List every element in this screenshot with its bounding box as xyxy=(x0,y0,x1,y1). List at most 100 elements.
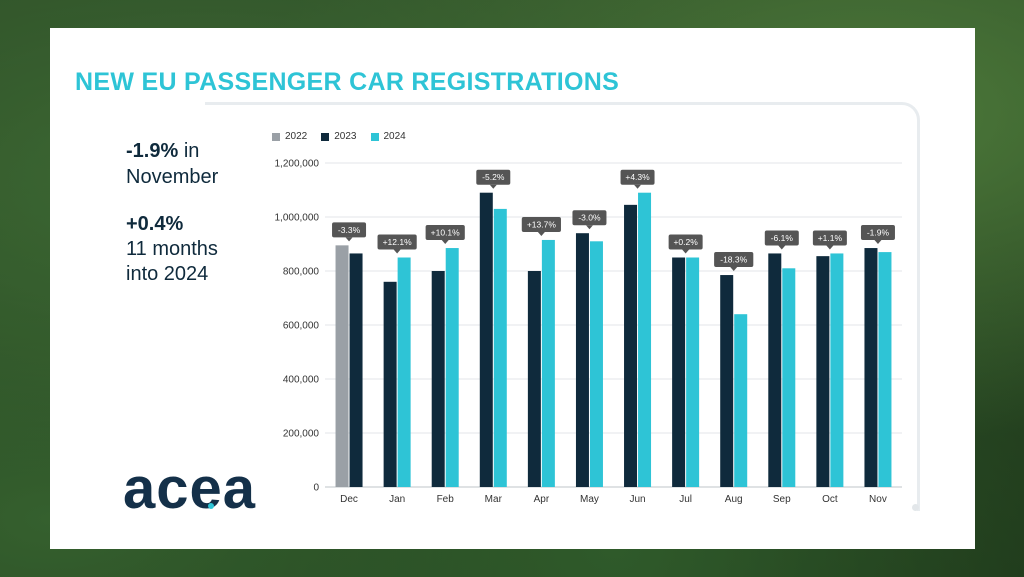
bar-2022-dec xyxy=(335,245,349,487)
monthly-change-stat: -1.9% in November xyxy=(126,138,286,190)
y-tick-label: 800,000 xyxy=(283,267,320,278)
change-label-box xyxy=(620,169,655,185)
legend-item-2024: 2024 xyxy=(370,131,406,142)
x-tick-label: Mar xyxy=(485,494,503,505)
change-label-box xyxy=(668,234,703,250)
bar-2023-oct xyxy=(816,256,830,487)
x-tick-label: May xyxy=(580,494,599,505)
change-label-text: +10.1% xyxy=(431,228,461,238)
change-label-text: +1.1% xyxy=(818,233,843,243)
bar-2023-jan xyxy=(383,281,397,487)
change-label-pointer xyxy=(874,240,882,245)
bar-2024-mar xyxy=(493,208,507,487)
change-label-pointer xyxy=(345,237,353,242)
logo-accent-dot xyxy=(208,503,214,509)
x-tick-label: Apr xyxy=(534,494,550,505)
monthly-change-in: in xyxy=(183,140,200,162)
bar-2023-dec xyxy=(349,253,363,487)
x-tick-label: Jul xyxy=(679,494,692,505)
bar-2023-jun xyxy=(624,204,638,487)
change-label-pointer xyxy=(489,184,497,189)
change-label-pointer xyxy=(826,245,834,250)
change-label-text: -5.2% xyxy=(482,172,505,182)
x-tick-label: Sep xyxy=(773,494,791,505)
bar-2023-sep xyxy=(768,253,782,487)
change-label-text: +0.2% xyxy=(673,237,698,247)
x-tick-label: Feb xyxy=(437,494,455,505)
x-tick-label: Oct xyxy=(822,494,838,505)
x-tick-label: Aug xyxy=(725,494,743,505)
y-tick-label: 1,200,000 xyxy=(275,159,320,170)
change-label-text: -1.9% xyxy=(867,228,890,238)
legend-item-2022: 2022 xyxy=(272,131,307,142)
change-label-text: +4.3% xyxy=(625,172,650,182)
change-label-pointer xyxy=(682,249,690,254)
change-label-pointer xyxy=(537,231,545,236)
change-label-box xyxy=(332,222,367,238)
bar-2023-may xyxy=(575,233,589,487)
acea-logo: acea xyxy=(123,456,257,521)
monthly-change-month: November xyxy=(126,166,219,188)
bar-2024-may xyxy=(589,241,603,487)
ytd-change-stat: +0.4% 11 months into 2024 xyxy=(126,212,286,287)
change-label-pointer xyxy=(585,225,593,230)
ytd-change-line2: 11 months xyxy=(126,238,218,260)
bar-2024-aug xyxy=(734,314,748,487)
bar-2024-nov xyxy=(878,252,892,487)
bar-2023-apr xyxy=(527,271,541,487)
bar-2023-nov xyxy=(864,248,878,487)
bar-2023-aug xyxy=(720,275,734,487)
chart-legend: 2022 2023 2024 xyxy=(272,131,406,142)
x-tick-label: Dec xyxy=(340,494,358,505)
y-tick-label: 0 xyxy=(313,483,319,494)
chart-frame xyxy=(205,102,920,511)
change-label-text: -3.0% xyxy=(578,213,601,223)
change-label-box xyxy=(425,225,465,241)
change-label-text: -3.3% xyxy=(338,225,361,235)
legend-swatch-2023 xyxy=(321,132,330,141)
chart-title: NEW EU PASSENGER CAR REGISTRATIONS xyxy=(75,68,620,96)
change-label-pointer xyxy=(730,267,738,272)
legend-label-2024: 2024 xyxy=(383,131,406,142)
change-label-pointer xyxy=(393,249,401,254)
legend-swatch-2022 xyxy=(272,132,280,141)
change-label-text: -6.1% xyxy=(771,233,794,243)
x-tick-label: Jan xyxy=(389,494,405,505)
bar-2024-sep xyxy=(782,268,796,487)
frame-end-dot xyxy=(912,504,919,511)
change-label-box xyxy=(521,216,561,232)
bar-2024-jun xyxy=(638,192,652,487)
change-label-box xyxy=(572,210,607,226)
x-tick-label: Jun xyxy=(629,494,645,505)
change-label-text: +13.7% xyxy=(527,219,557,229)
bar-2024-jan xyxy=(397,257,411,487)
change-label-pointer xyxy=(634,184,642,189)
bar-2024-oct xyxy=(830,253,844,487)
change-label-box xyxy=(377,234,417,250)
change-label-text: -18.3% xyxy=(720,255,747,265)
monthly-change-value: -1.9% xyxy=(126,140,179,162)
change-label-box xyxy=(812,230,847,246)
change-label-pointer xyxy=(778,245,786,250)
change-label-pointer xyxy=(441,240,449,245)
y-tick-label: 1,000,000 xyxy=(275,213,320,224)
legend-swatch-2024 xyxy=(370,132,379,141)
change-label-box xyxy=(860,225,895,241)
change-label-box xyxy=(764,230,799,246)
bar-2024-feb xyxy=(445,248,459,487)
bar-2024-jul xyxy=(686,257,700,487)
ytd-change-value: +0.4% xyxy=(126,213,184,235)
bar-2023-mar xyxy=(479,192,493,487)
bar-2023-jul xyxy=(672,257,686,487)
change-label-text: +12.1% xyxy=(383,237,413,247)
legend-label-2023: 2023 xyxy=(334,131,357,142)
bar-2023-feb xyxy=(431,271,445,487)
y-tick-label: 400,000 xyxy=(283,375,320,386)
ytd-change-line3: into 2024 xyxy=(126,263,209,285)
legend-item-2023: 2023 xyxy=(321,131,357,142)
change-label-box xyxy=(714,252,754,268)
y-tick-label: 600,000 xyxy=(283,321,320,332)
bar-2024-apr xyxy=(541,239,555,487)
y-tick-label: 200,000 xyxy=(283,429,320,440)
